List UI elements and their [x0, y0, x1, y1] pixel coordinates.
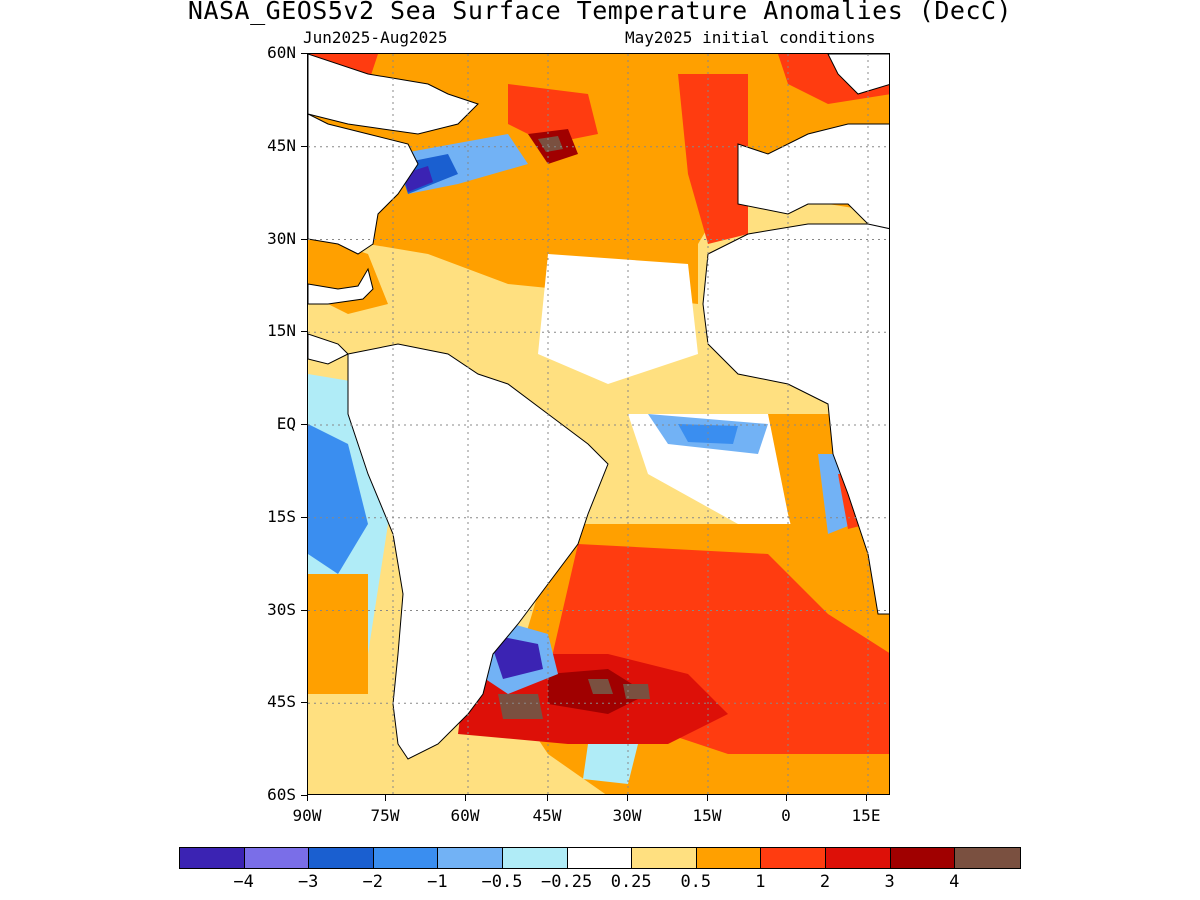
colorbar-swatch — [696, 848, 762, 868]
lat-label: 30S — [267, 599, 296, 619]
colorbar-swatch — [180, 848, 245, 868]
colorbar-label: 1 — [755, 872, 766, 892]
map-canvas — [308, 54, 889, 794]
lat-label: 30N — [267, 228, 296, 248]
lat-label: EQ — [276, 414, 296, 433]
lat-tick — [301, 145, 307, 147]
lat-label: 15S — [267, 506, 296, 526]
lon-label: 75W — [370, 806, 400, 825]
lat-tick — [301, 795, 307, 796]
colorbar-swatch — [438, 848, 503, 868]
colorbar-label: −1 — [427, 872, 448, 892]
lat-tick — [301, 516, 307, 518]
lon-tick — [465, 795, 466, 801]
colorbar-label: 4 — [949, 872, 960, 892]
lon-label: 30W — [612, 806, 642, 825]
lon-tick — [627, 795, 628, 801]
lon-tick — [547, 795, 548, 801]
colorbar-label: 0.5 — [680, 872, 712, 892]
colorbar-label: −0.5 — [481, 872, 523, 892]
colorbar-swatch — [309, 848, 374, 868]
colorbar-label: −0.25 — [541, 872, 593, 892]
lat-label: 15N — [267, 321, 296, 341]
colorbar-swatch — [955, 848, 1020, 868]
colorbar-swatch — [567, 848, 633, 868]
lat-tick — [301, 53, 307, 54]
sst-anomaly-map — [307, 53, 890, 795]
lon-label: 45W — [532, 806, 562, 825]
lon-label: 0 — [781, 806, 791, 825]
colorbar-swatch — [373, 848, 439, 868]
lat-label: 45N — [267, 135, 296, 155]
lat-tick — [301, 424, 307, 425]
lat-label: 60N — [267, 43, 296, 62]
forecast-period: Jun2025-Aug2025 — [303, 28, 448, 47]
colorbar-label: 0.25 — [610, 872, 652, 892]
lon-label: 15E — [851, 806, 881, 825]
lon-tick — [866, 795, 867, 801]
lon-tick — [385, 795, 386, 801]
colorbar-swatch — [632, 848, 697, 868]
colorbar-swatch — [244, 848, 310, 868]
lat-tick — [301, 238, 307, 240]
colorbar-swatch — [890, 848, 956, 868]
colorbar-swatch — [825, 848, 891, 868]
initial-conditions: May2025 initial conditions — [625, 28, 876, 47]
colorbar-label: −2 — [362, 872, 384, 892]
colorbar-label: 2 — [819, 872, 831, 892]
lon-tick — [707, 795, 708, 801]
lat-tick — [301, 609, 307, 611]
colorbar-swatch — [761, 848, 826, 868]
lat-tick — [301, 702, 307, 704]
colorbar-label: 3 — [884, 872, 895, 892]
lat-label: 60S — [267, 785, 296, 804]
colorbar-label: −4 — [233, 872, 254, 892]
colorbar-swatch — [502, 848, 568, 868]
map-title: NASA_GEOS5v2 Sea Surface Temperature Ano… — [187, 0, 1013, 25]
lon-tick — [786, 795, 787, 801]
lon-label: 90W — [292, 806, 322, 825]
lon-tick — [307, 795, 308, 801]
colorbar-label: −3 — [297, 872, 319, 892]
colorbar — [179, 847, 1021, 869]
lon-label: 60W — [450, 806, 480, 825]
lat-tick — [301, 331, 307, 333]
lat-label: 45S — [267, 692, 296, 712]
lon-label: 15W — [692, 806, 722, 825]
